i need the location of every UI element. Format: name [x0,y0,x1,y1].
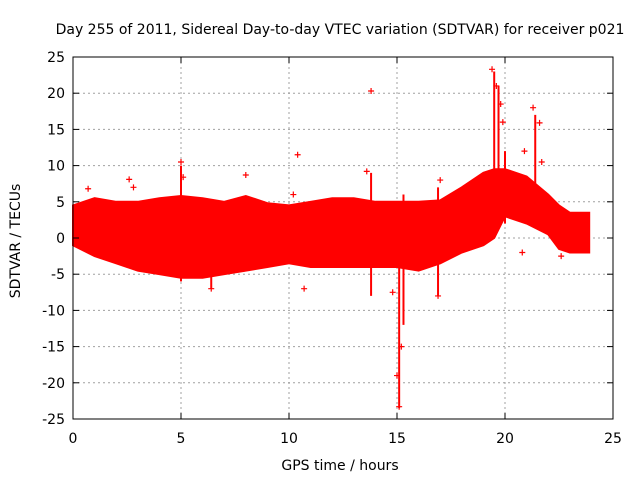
data-point [497,101,504,108]
x-tick-label: 10 [280,431,298,447]
x-tick-label: 15 [388,431,406,447]
y-tick-label: -15 [42,340,65,356]
data-point [301,285,308,292]
axis-ticks: 0 5 10 15 20 25 -25 -20 -15 -10 -5 0 5 10 15 20 25 [42,50,622,447]
data-point [398,343,405,350]
data-point [493,82,500,89]
y-tick-label: 25 [47,50,65,66]
y-tick-label: 0 [56,231,65,247]
x-tick-label: 0 [69,431,78,447]
data-point [126,176,133,183]
data-point [290,191,297,198]
data-point [435,292,442,299]
x-tick-label: 20 [496,431,514,447]
data-point [396,403,403,410]
data-point [499,119,506,126]
y-tick-label: -20 [42,376,65,392]
y-axis-label: SDTVAR / TECUs [8,184,24,299]
data-point [294,151,301,158]
data-point [536,119,543,126]
data-point [437,177,444,184]
y-tick-label: 10 [47,159,65,175]
data-point [180,174,187,181]
y-tick-label: -25 [42,412,65,428]
y-tick-label: 20 [47,86,65,102]
data-point [389,289,396,296]
data-point [368,88,375,95]
data-point [521,148,528,155]
data-point [363,168,370,175]
y-tick-label: -5 [51,267,65,283]
x-tick-label: 25 [604,431,622,447]
data-point [394,372,400,379]
data-point [558,253,565,260]
data-layer [72,66,591,410]
y-tick-label: 5 [56,195,65,211]
data-point [208,285,215,292]
data-point [130,184,137,191]
chart-title: Day 255 of 2011, Sidereal Day-to-day VTE… [56,22,625,38]
data-point [538,158,545,165]
data-point [530,104,537,111]
y-tick-label: -10 [42,303,65,319]
data-point [489,66,496,73]
x-axis-label: GPS time / hours [281,458,398,474]
x-tick-label: 5 [177,431,186,447]
data-point [85,185,92,192]
data-point [519,249,526,256]
data-point [242,172,249,179]
data-point [178,158,184,165]
data-band [72,168,591,279]
y-tick-label: 15 [47,122,65,138]
